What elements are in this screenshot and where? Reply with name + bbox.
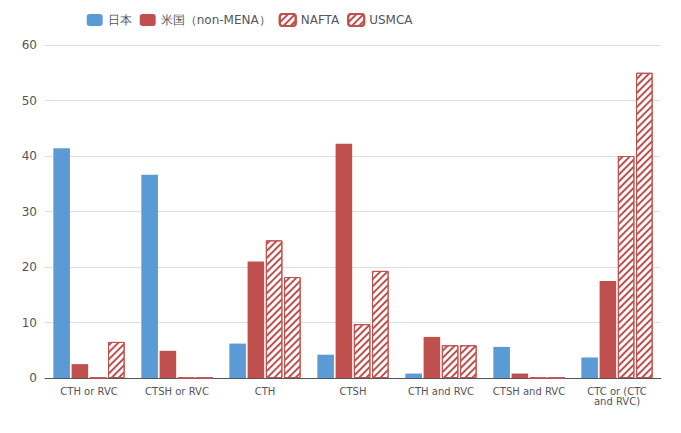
svg-text:CTH or RVC: CTH or RVC: [60, 386, 117, 397]
svg-text:20: 20: [22, 260, 37, 274]
svg-text:CTH and RVC: CTH and RVC: [408, 386, 474, 397]
svg-text:10: 10: [22, 316, 37, 330]
svg-text:日本: 日本: [108, 13, 132, 27]
svg-text:60: 60: [22, 38, 37, 52]
svg-text:30: 30: [22, 205, 37, 219]
svg-text:CTSH and RVC: CTSH and RVC: [493, 386, 565, 397]
svg-text:USMCA: USMCA: [369, 13, 413, 27]
svg-text:50: 50: [22, 94, 37, 108]
svg-text:NAFTA: NAFTA: [301, 13, 340, 27]
svg-text:and RVC): and RVC): [594, 396, 640, 407]
svg-text:CTC or (CTC: CTC or (CTC: [587, 385, 647, 397]
svg-text:0: 0: [29, 371, 37, 385]
svg-text:CTH: CTH: [255, 386, 276, 397]
svg-text:CTSH: CTSH: [340, 386, 367, 397]
svg-text:米国（non-MENA）: 米国（non-MENA）: [161, 13, 271, 27]
svg-text:CTSH or RVC: CTSH or RVC: [145, 386, 209, 397]
svg-text:40: 40: [22, 149, 37, 163]
